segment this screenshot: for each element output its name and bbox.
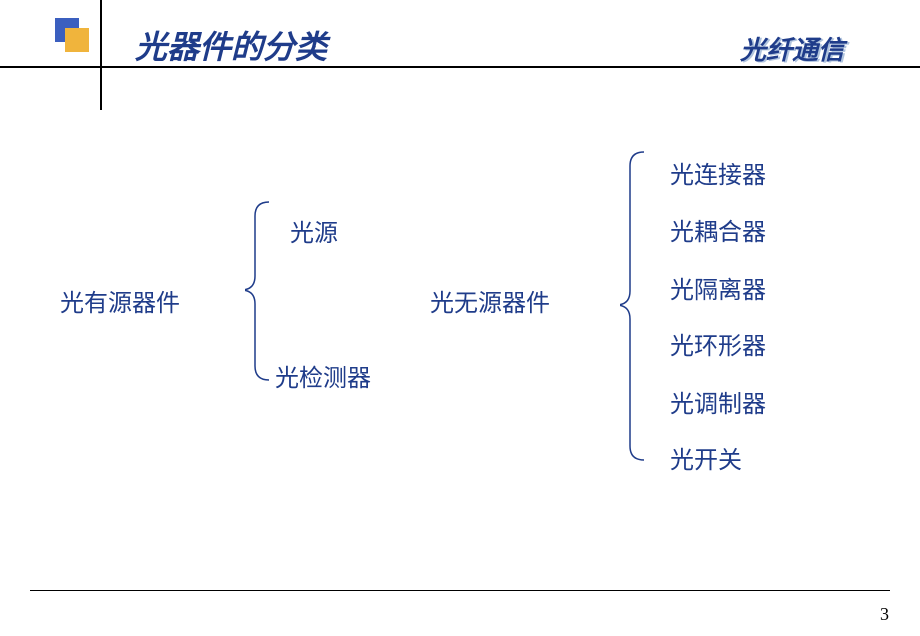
right-brace [620, 150, 648, 464]
page-number: 3 [880, 604, 889, 625]
corner-square-front [65, 28, 89, 52]
right-item-2: 光隔离器 [670, 270, 766, 305]
left-brace [245, 200, 273, 384]
left-item-1: 光检测器 [275, 358, 371, 393]
right-root-label: 光无源器件 [430, 283, 550, 318]
page-subtitle: 光纤通信 [740, 30, 844, 67]
left-item-0: 光源 [290, 213, 338, 248]
right-item-4: 光调制器 [670, 384, 766, 419]
right-item-0: 光连接器 [670, 155, 766, 190]
right-item-3: 光环形器 [670, 326, 766, 361]
left-root-label: 光有源器件 [60, 283, 180, 318]
page-title: 光器件的分类 [135, 22, 327, 68]
right-item-5: 光开关 [670, 440, 742, 475]
right-item-1: 光耦合器 [670, 212, 766, 247]
header-vertical-line [100, 0, 102, 110]
footer-line [30, 590, 890, 591]
